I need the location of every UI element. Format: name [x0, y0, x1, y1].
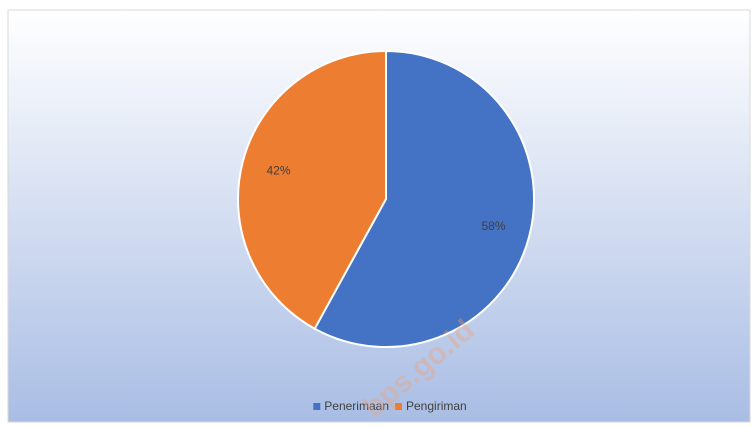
data-label: 58% [481, 219, 505, 233]
legend-label: Penerimaan [324, 399, 389, 413]
legend-swatch [313, 403, 321, 410]
legend-swatch [395, 403, 403, 410]
data-label: 42% [266, 164, 290, 178]
legend-label: Pengiriman [406, 399, 467, 413]
pie-slice [237, 49, 387, 331]
pie-slice [313, 49, 535, 348]
